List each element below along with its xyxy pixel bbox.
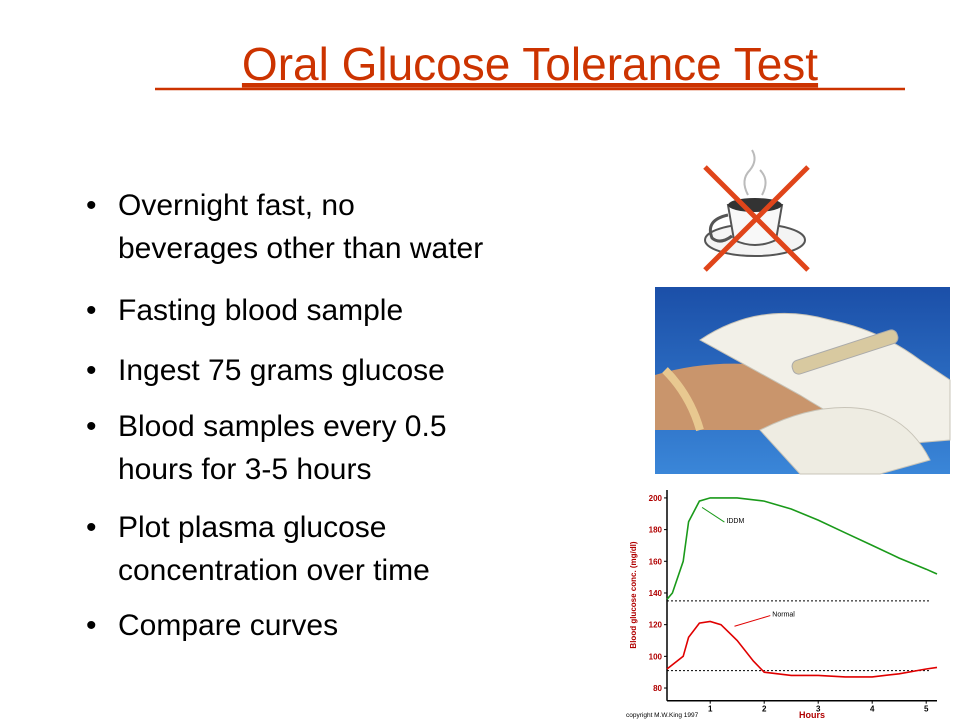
x-tick-label: 5 — [924, 705, 929, 714]
y-tick-label: 100 — [649, 652, 663, 661]
label-leader — [701, 507, 725, 523]
bullet-marker: • — [86, 410, 97, 443]
series-label: Normal — [772, 612, 795, 619]
x-tick-label: 2 — [762, 705, 767, 714]
bullet-marker: • — [86, 294, 97, 327]
blood-draw-photo — [655, 287, 951, 475]
bullet-marker: • — [86, 511, 97, 544]
bullet-list: • Overnight fast, no beverages other than … — [86, 189, 483, 642]
bullet-text: Blood samples every 0.5 — [118, 410, 447, 443]
chart-background — [622, 488, 937, 720]
y-tick-label: 120 — [649, 621, 663, 630]
bullet-text: Overnight fast, no — [118, 189, 355, 222]
x-tick-label: 4 — [870, 705, 875, 714]
label-leader — [734, 615, 771, 627]
bullet-text: beverages other than water — [118, 232, 483, 265]
x-tick-label: 3 — [816, 705, 821, 714]
bullet-text: Compare curves — [118, 609, 338, 642]
x-axis-title: Hours — [799, 710, 825, 720]
series-label: IDDM — [726, 518, 744, 525]
bullet-text: Ingest 75 grams glucose — [118, 354, 445, 387]
bullet-text: Plot plasma glucose — [118, 511, 386, 544]
y-axis-title: Blood glucose conc. (mg/dl) — [629, 541, 638, 648]
glucose-chart: 80 100 120 140 160 180 200 1 2 3 4 5 IDDM Normal Blood… — [622, 488, 938, 720]
bullet-text: hours for 3-5 hours — [118, 453, 371, 486]
series-line — [666, 620, 938, 678]
y-tick-label: 140 — [649, 589, 663, 598]
y-tick-label: 180 — [649, 526, 663, 535]
bullet-marker: • — [86, 609, 97, 642]
series-line — [666, 497, 938, 600]
y-tick-label: 200 — [649, 494, 663, 503]
credit: copyright M.W.King 1997 — [626, 712, 699, 719]
x-tick-label: 1 — [708, 705, 713, 714]
y-tick-label: 160 — [649, 557, 663, 566]
bullet-text: concentration over time — [118, 554, 430, 587]
bullet-marker: • — [86, 189, 97, 222]
no-coffee-icon — [703, 149, 810, 272]
slide-title: Oral Glucose Tolerance Test — [242, 38, 818, 90]
bullet-text: Fasting blood sample — [118, 294, 403, 327]
y-tick-label: 80 — [653, 684, 662, 693]
bullet-marker: • — [86, 354, 97, 387]
